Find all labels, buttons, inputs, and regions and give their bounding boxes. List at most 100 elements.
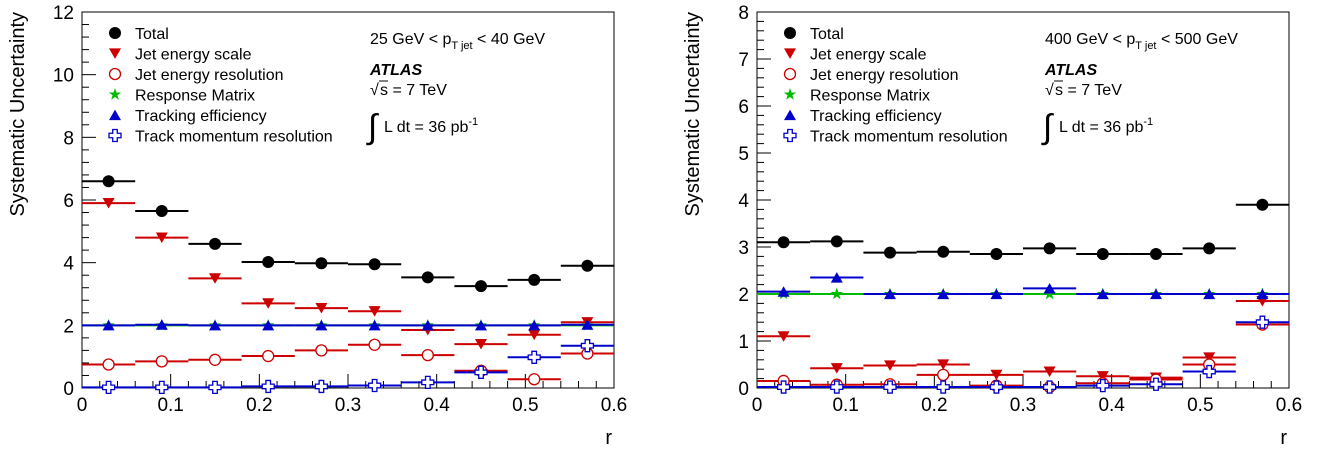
data-point: [777, 286, 790, 297]
data-point: [1043, 242, 1056, 255]
legend-label: Track momentum resolution: [810, 129, 1008, 146]
legend-marker: [108, 67, 122, 81]
x-tick-label: 0: [752, 395, 763, 416]
right-panel: 0 1 2 3 4 5 6 7 8 0 0.1 0.2 0.3 0.4 0.5 0.6 r Systematic …: [682, 3, 1302, 449]
data-point: [102, 175, 115, 188]
data-point: [884, 246, 896, 259]
data-point: [155, 204, 168, 217]
x-tick-label: 0.5: [512, 395, 538, 416]
data-point: [315, 257, 328, 270]
legend-label: Tracking efficiency: [810, 108, 942, 125]
data-point: [261, 379, 275, 394]
experiment-label: ATLAS: [369, 62, 422, 79]
data-point: [262, 319, 275, 331]
data-point: [368, 306, 381, 317]
luminosity-text: L dt = 36 pb: [384, 119, 468, 136]
data-point: [421, 375, 435, 390]
experiment-label: ATLAS: [1044, 62, 1097, 79]
data-point: [208, 353, 222, 366]
series-track-momentum-resolution: [757, 315, 1289, 394]
data-point: [1096, 371, 1109, 382]
legend-marker: [783, 88, 797, 100]
x-tick-label: 0.6: [1276, 395, 1302, 416]
data-point: [1096, 288, 1109, 300]
legend-marker: [783, 128, 797, 143]
data-point: [1203, 242, 1216, 255]
data-point: [209, 237, 221, 250]
y-tick-label: 4: [738, 191, 749, 212]
data-point: [155, 319, 168, 330]
data-point: [475, 339, 487, 350]
data-point: [421, 271, 434, 284]
data-point: [581, 319, 594, 330]
y-tick-label: 0: [63, 379, 74, 400]
data-point: [937, 245, 950, 258]
legend-label: Jet energy resolution: [810, 67, 959, 84]
data-point: [1043, 282, 1056, 294]
data-point: [155, 232, 168, 243]
y-tick-label: 2: [738, 285, 749, 306]
legend-marker: [784, 48, 796, 59]
data-point: [421, 319, 434, 331]
series-total: [757, 198, 1289, 261]
y-tick-label: 3: [738, 238, 749, 259]
legend-marker: [109, 27, 121, 39]
data-point: [528, 329, 541, 341]
legend-marker: [783, 67, 797, 81]
sqrt-symbol: √: [1045, 82, 1054, 99]
data-point: [830, 380, 844, 394]
y-tick-label: 8: [63, 128, 74, 149]
y-tick-label: 7: [738, 50, 749, 71]
annotations: 25 GeV < pT jet < 40 GeV ATLAS √ s = 7 TeV∫…: [366, 31, 545, 146]
pt-range-label: 400 GeV < pT jet < 500 GeV: [1045, 31, 1238, 52]
x-tick-label: 0.3: [335, 395, 361, 416]
data-point: [368, 258, 381, 271]
y-tick-label: 1: [738, 332, 749, 353]
legend-label: Jet energy scale: [810, 47, 927, 64]
data-point: [262, 349, 275, 363]
data-point: [990, 288, 1003, 300]
sqrt-symbol: √: [370, 82, 379, 99]
pt-range-label: 25 GeV < pT jet < 40 GeV: [370, 31, 545, 52]
data-point: [528, 373, 541, 386]
data-point: [315, 303, 328, 314]
y-tick-label: 10: [53, 66, 74, 87]
x-tick-label: 0.5: [1187, 395, 1213, 416]
y-axis-title: Systematic Uncertainty: [682, 12, 704, 217]
luminosity-superscript: -1: [1143, 116, 1153, 128]
data-point: [884, 288, 896, 300]
data-point: [1255, 315, 1270, 329]
series-total: [82, 175, 614, 293]
data-point: [527, 350, 541, 364]
legend-label: Response Matrix: [810, 88, 930, 105]
y-tick-label: 6: [63, 191, 74, 212]
pt-range-prefix: 400 GeV < p: [1045, 31, 1135, 48]
data-point: [830, 272, 843, 283]
x-tick-label: 0.6: [601, 395, 627, 416]
pt-range-subscript: T jet: [1135, 40, 1156, 52]
legend-label: Jet energy scale: [135, 47, 252, 64]
data-point: [580, 339, 595, 353]
pt-range-suffix: < 40 GeV: [473, 31, 546, 48]
x-tick-label: 0.4: [1098, 395, 1125, 416]
data-point: [830, 235, 843, 248]
data-point: [990, 369, 1003, 381]
legend-marker: [108, 128, 122, 143]
series-track-momentum-resolution: [82, 339, 614, 395]
x-axis-title: r: [605, 427, 612, 449]
data-point: [883, 380, 897, 394]
data-point: [155, 380, 169, 395]
data-point: [830, 287, 843, 300]
x-tick-label: 0.2: [921, 395, 947, 416]
x-tick-label: 0.3: [1010, 395, 1036, 416]
data-point: [1043, 366, 1056, 377]
data-point: [367, 378, 382, 393]
data-point: [990, 248, 1003, 261]
x-tick-label: 0.1: [157, 395, 183, 416]
data-point: [101, 380, 116, 395]
x-axis-title: r: [1280, 427, 1287, 449]
data-point: [209, 273, 221, 284]
legend-marker: [784, 27, 796, 39]
y-tick-label: 2: [63, 316, 74, 337]
